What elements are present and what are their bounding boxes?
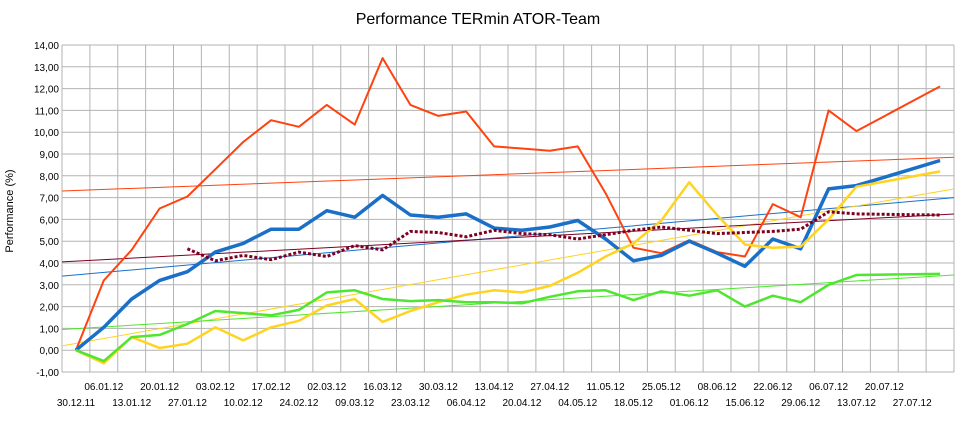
series-line <box>186 210 941 263</box>
y-tick-label: 2,00 <box>40 303 60 314</box>
y-tick-label: 12,00 <box>34 85 59 96</box>
x-tick-label: 20.01.12 <box>140 382 179 393</box>
x-tick-label: 13.04.12 <box>475 382 514 393</box>
y-tick-label: -1,00 <box>36 368 59 379</box>
x-tick-label: 06.01.12 <box>84 382 123 393</box>
x-tick-label: 13.01.12 <box>112 398 151 409</box>
axis-labels: -1,00 0,00 1,00 2,00 3,00 4,00 5,00 6,00 7,00 8,0… <box>34 41 932 409</box>
x-tick-label: 22.06.12 <box>753 382 792 393</box>
y-tick-label: 14,00 <box>34 41 59 52</box>
x-tick-label: 29.06.12 <box>781 398 820 409</box>
y-tick-label: 8,00 <box>40 172 60 183</box>
y-tick-label: 1,00 <box>40 324 60 335</box>
x-tick-label: 08.06.12 <box>698 382 737 393</box>
series-line <box>75 272 941 363</box>
y-tick-label: 9,00 <box>40 150 60 161</box>
series-line <box>75 170 941 365</box>
y-tick-label: 10,00 <box>34 128 59 139</box>
x-tick-label: 24.02.12 <box>279 398 318 409</box>
x-tick-label: 06.07.12 <box>809 382 848 393</box>
x-tick-label: 20.07.12 <box>865 382 904 393</box>
x-tick-label: 11.05.12 <box>586 382 625 393</box>
x-tick-label: 16.03.12 <box>363 382 402 393</box>
x-tick-label: 01.06.12 <box>670 398 709 409</box>
y-axis-label: Performance (%) <box>4 169 16 252</box>
trendline <box>61 156 955 192</box>
y-tick-label: 0,00 <box>40 346 60 357</box>
x-tick-label: 27.07.12 <box>893 398 932 409</box>
x-tick-label: 27.04.12 <box>530 382 569 393</box>
series-lines <box>74 57 941 365</box>
x-tick-label: 30.12.11 <box>57 398 96 409</box>
x-tick-label: 13.07.12 <box>837 398 876 409</box>
x-tick-label: 02.03.12 <box>307 382 346 393</box>
x-tick-label: 09.03.12 <box>335 398 374 409</box>
x-tick-label: 20.04.12 <box>502 398 541 409</box>
x-tick-label: 03.02.12 <box>196 382 235 393</box>
y-tick-label: 13,00 <box>34 63 59 74</box>
x-tick-label: 06.04.12 <box>447 398 486 409</box>
trendline <box>61 188 955 347</box>
x-tick-label: 23.03.12 <box>391 398 430 409</box>
x-tick-label: 27.01.12 <box>168 398 207 409</box>
chart-title: Performance TERmin ATOR-Team <box>356 11 601 28</box>
y-tick-label: 7,00 <box>40 194 60 205</box>
x-tick-label: 04.05.12 <box>558 398 597 409</box>
y-tick-label: 4,00 <box>40 259 60 270</box>
x-tick-label: 17.02.12 <box>252 382 291 393</box>
y-tick-label: 3,00 <box>40 281 60 292</box>
x-tick-label: 18.05.12 <box>614 398 653 409</box>
y-tick-label: 6,00 <box>40 215 60 226</box>
y-tick-label: 11,00 <box>35 106 60 117</box>
y-tick-label: 5,00 <box>40 237 60 248</box>
x-tick-label: 25.05.12 <box>642 382 681 393</box>
trendline <box>61 197 955 277</box>
x-tick-label: 15.06.12 <box>725 398 764 409</box>
series-line <box>74 57 941 351</box>
x-tick-label: 10.02.12 <box>224 398 263 409</box>
x-tick-label: 30.03.12 <box>419 382 458 393</box>
